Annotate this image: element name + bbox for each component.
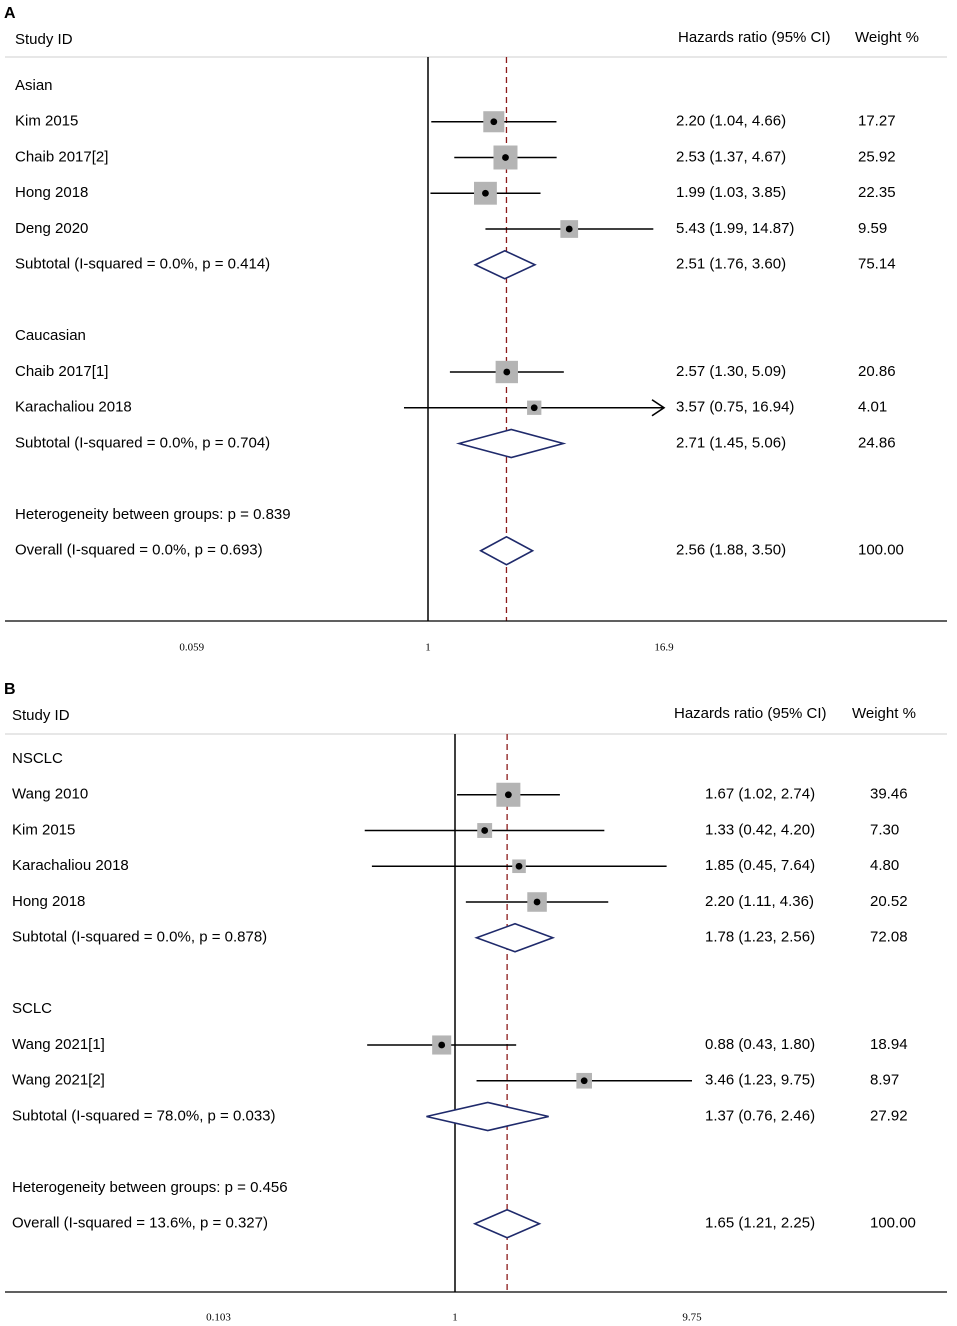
overall-diamond — [479, 535, 535, 566]
effect-estimate-text: 2.71 (1.45, 5.06) — [676, 434, 786, 451]
panel-letter: B — [4, 681, 16, 698]
subtotal-label: Subtotal (I-squared = 0.0%, p = 0.414) — [15, 256, 270, 273]
weight-value: 24.86 — [858, 434, 896, 451]
subtotal-diamond — [455, 428, 567, 459]
effect-estimate-text: 1.33 (0.42, 4.20) — [705, 821, 815, 838]
subtotal-diamond — [474, 922, 556, 953]
overall-label: Overall (I-squared = 0.0%, p = 0.693) — [15, 542, 263, 559]
x-tick-label: 1 — [425, 642, 431, 654]
point-estimate — [504, 791, 512, 799]
subtotal-label: Subtotal (I-squared = 0.0%, p = 0.878) — [12, 929, 267, 946]
heterogeneity-note: Heterogeneity between groups: p = 0.456 — [12, 1179, 288, 1196]
overall-label: Overall (I-squared = 13.6%, p = 0.327) — [12, 1215, 268, 1232]
effect-estimate-text: 1.78 (1.23, 2.56) — [705, 929, 815, 946]
weight-value: 27.92 — [870, 1107, 908, 1124]
study-label: Hong 2018 — [12, 893, 85, 910]
point-estimate — [565, 225, 573, 233]
header-study-id: Study ID — [15, 31, 73, 48]
effect-estimate-text: 1.37 (0.76, 2.46) — [705, 1107, 815, 1124]
weight-value: 20.52 — [870, 893, 908, 910]
point-estimate — [515, 862, 523, 870]
weight-value: 22.35 — [858, 184, 896, 201]
header-hazards-ratio: Hazards ratio (95% CI) — [674, 705, 827, 722]
study-label: Kim 2015 — [12, 821, 75, 838]
study-label: Chaib 2017[1] — [15, 363, 108, 380]
weight-value: 75.14 — [858, 256, 896, 273]
weight-value: 17.27 — [858, 113, 896, 130]
forest-panel-a: A Study ID Hazards ratio (95% CI) Weight % 0… — [4, 5, 947, 654]
effect-estimate-text: 1.65 (1.21, 2.25) — [705, 1215, 815, 1232]
point-estimate — [481, 827, 489, 834]
header-weight: Weight % — [852, 705, 916, 722]
effect-estimate-text: 2.20 (1.04, 4.66) — [676, 113, 786, 130]
study-label: Karachaliou 2018 — [12, 857, 129, 874]
point-estimate — [533, 898, 541, 906]
weight-value: 25.92 — [858, 148, 896, 165]
effect-estimate-text: 1.85 (0.45, 7.64) — [705, 857, 815, 874]
x-tick-label: 0.059 — [179, 642, 204, 654]
weight-value: 39.46 — [870, 786, 908, 803]
subtotal-diamond — [426, 1101, 549, 1132]
point-estimate — [530, 404, 538, 412]
group-label: SCLC — [12, 1000, 52, 1017]
effect-estimate-text: 2.56 (1.88, 3.50) — [676, 542, 786, 559]
study-label: Deng 2020 — [15, 220, 88, 237]
weight-value: 72.08 — [870, 929, 908, 946]
effect-estimate-text: 2.51 (1.76, 3.60) — [676, 256, 786, 273]
weight-value: 9.59 — [858, 220, 887, 237]
point-estimate — [438, 1041, 446, 1049]
effect-estimate-text: 3.57 (0.75, 16.94) — [676, 399, 794, 416]
weight-value: 100.00 — [858, 542, 904, 559]
study-label: Karachaliou 2018 — [15, 399, 132, 416]
weight-value: 100.00 — [870, 1215, 916, 1232]
effect-estimate-text: 3.46 (1.23, 9.75) — [705, 1072, 815, 1089]
point-estimate — [502, 154, 509, 161]
effect-estimate-text: 2.53 (1.37, 4.67) — [676, 148, 786, 165]
effect-estimate-text: 0.88 (0.43, 1.80) — [705, 1036, 815, 1053]
point-estimate — [503, 368, 511, 376]
x-tick-label: 0.103 — [206, 1312, 231, 1324]
study-label: Hong 2018 — [15, 184, 88, 201]
study-label: Wang 2021[1] — [12, 1036, 105, 1053]
effect-estimate-text: 1.99 (1.03, 3.85) — [676, 184, 786, 201]
point-estimate — [580, 1077, 588, 1085]
study-label: Wang 2021[2] — [12, 1072, 105, 1089]
study-label: Wang 2010 — [12, 786, 88, 803]
effect-estimate-text: 5.43 (1.99, 14.87) — [676, 220, 794, 237]
overall-diamond — [472, 1208, 542, 1239]
point-estimate — [490, 118, 498, 126]
weight-value: 20.86 — [858, 363, 896, 380]
subtotal-label: Subtotal (I-squared = 78.0%, p = 0.033) — [12, 1107, 276, 1124]
header-hazards-ratio: Hazards ratio (95% CI) — [678, 29, 831, 46]
weight-value: 4.01 — [858, 399, 887, 416]
study-label: Kim 2015 — [15, 113, 78, 130]
forest-panel-b: B Study ID Hazards ratio (95% CI) Weight % 0… — [4, 681, 947, 1324]
weight-value: 4.80 — [870, 857, 899, 874]
effect-estimate-text: 1.67 (1.02, 2.74) — [705, 786, 815, 803]
point-estimate — [482, 189, 489, 197]
weight-value: 18.94 — [870, 1036, 908, 1053]
group-label: NSCLC — [12, 750, 63, 767]
subtotal-diamond — [473, 249, 537, 280]
study-label: Chaib 2017[2] — [15, 148, 108, 165]
effect-estimate-text: 2.57 (1.30, 5.09) — [676, 363, 786, 380]
weight-value: 8.97 — [870, 1072, 899, 1089]
group-label: Asian — [15, 77, 53, 94]
weight-value: 7.30 — [870, 821, 899, 838]
effect-estimate-text: 2.20 (1.11, 4.36) — [705, 893, 814, 910]
x-tick-label: 1 — [452, 1312, 458, 1324]
panel-letter: A — [4, 5, 16, 22]
x-tick-label: 16.9 — [654, 642, 674, 654]
group-label: Caucasian — [15, 327, 86, 344]
header-weight: Weight % — [855, 29, 919, 46]
x-tick-label: 9.75 — [682, 1312, 702, 1324]
header-study-id: Study ID — [12, 707, 70, 724]
subtotal-label: Subtotal (I-squared = 0.0%, p = 0.704) — [15, 434, 270, 451]
ci-arrow-marker — [651, 399, 666, 417]
heterogeneity-note: Heterogeneity between groups: p = 0.839 — [15, 506, 291, 523]
